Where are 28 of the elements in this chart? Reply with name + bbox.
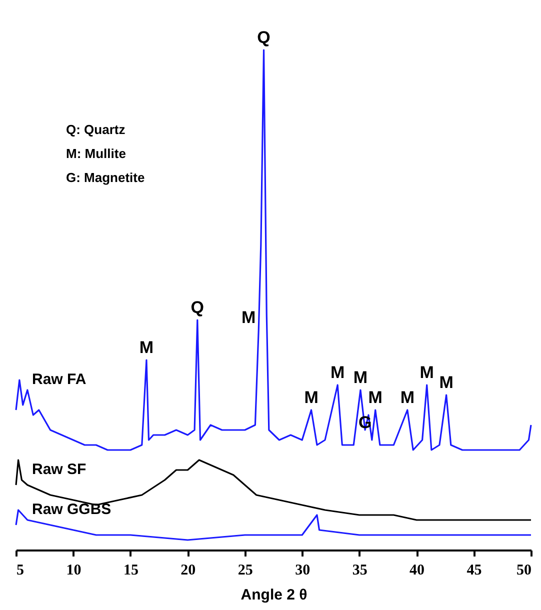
annotation: Q: [190, 298, 204, 317]
x-axis-title: Angle 2 θ: [240, 586, 308, 604]
x-tick-label: 5: [16, 562, 24, 578]
series-label: Raw FA: [32, 371, 86, 388]
x-tick-label: 15: [123, 562, 138, 578]
x-tick-label: 35: [352, 562, 368, 578]
series-label: Raw SF: [32, 461, 86, 478]
x-tick-label: 45: [466, 562, 482, 578]
x-tick-label: 10: [66, 562, 82, 578]
annotation: M: [330, 363, 345, 382]
annotation: M: Mullite: [66, 146, 126, 161]
annotation: M: [368, 388, 382, 407]
annotation: M: [139, 338, 154, 357]
annotation: M: [420, 363, 434, 382]
annotation: M: [439, 373, 454, 392]
x-tick-label: 25: [238, 562, 253, 578]
x-tick-label: 50: [516, 562, 532, 578]
annotation: M: [353, 368, 368, 387]
annotation: Q: [257, 28, 270, 47]
annotation: M: [304, 388, 318, 407]
x-tick-label: 40: [410, 562, 425, 578]
annotation: Q: Quartz: [66, 122, 126, 137]
x-tick-label: 30: [295, 562, 310, 578]
annotation: G: Magnetite: [66, 170, 145, 185]
annotation: M: [400, 388, 414, 407]
x-tick-label: 20: [180, 562, 196, 578]
annotation: M: [241, 308, 256, 327]
series-label: Raw GGBS: [32, 501, 112, 518]
